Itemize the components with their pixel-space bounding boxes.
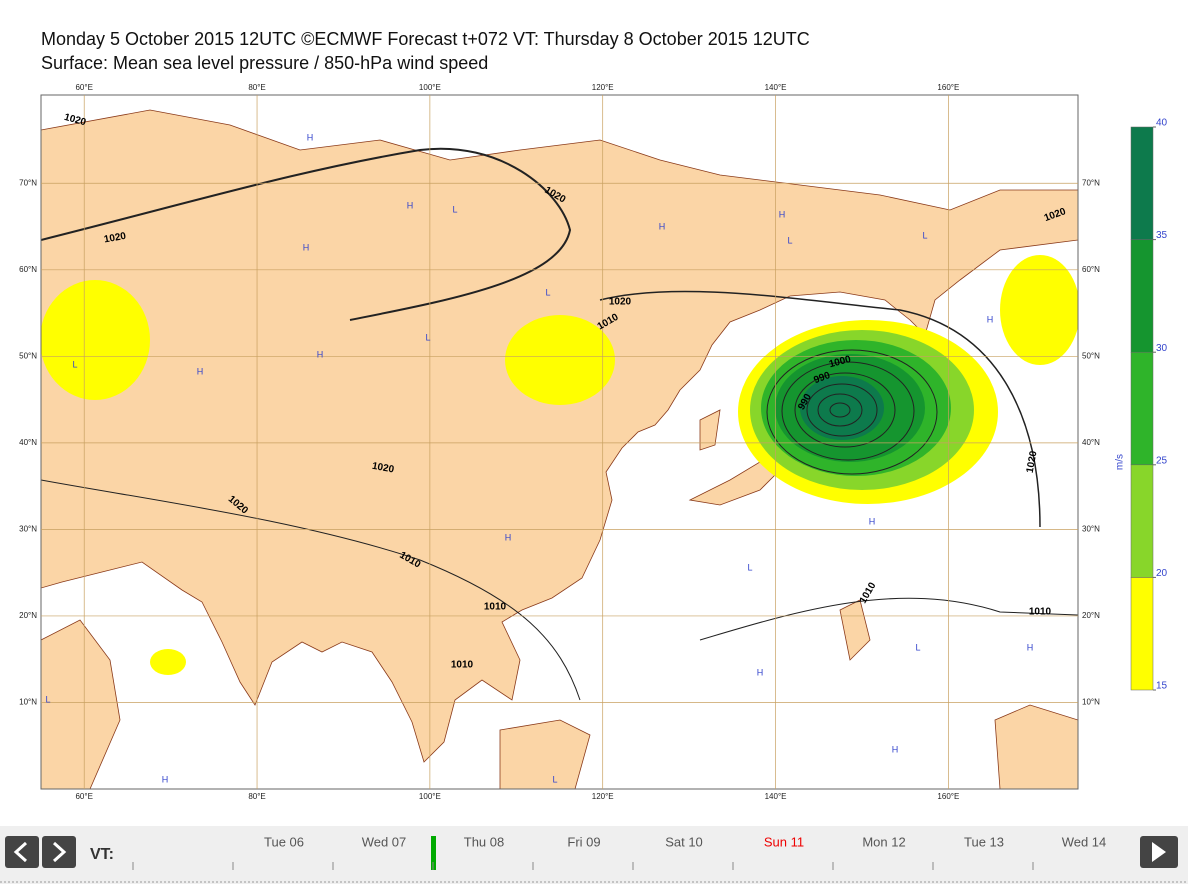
pressure-center: H (869, 516, 876, 526)
day-label[interactable]: Sun 11 (764, 834, 804, 849)
lat-label: 50°N (1082, 351, 1100, 360)
land (499, 719, 591, 789)
lat-label: 30°N (1082, 525, 1100, 534)
lat-label: 60°N (19, 265, 37, 274)
colorbar-band (1130, 239, 1154, 353)
map-area (41, 95, 1078, 789)
isobar-label: 1010 (451, 660, 474, 671)
isobar-label: 1010 (1029, 607, 1052, 618)
colorbar-label: 25 (1156, 455, 1168, 466)
lon-label: 120°E (592, 792, 614, 801)
pressure-center: H (1027, 642, 1034, 652)
land (699, 409, 721, 451)
lon-label: 60°E (75, 83, 92, 92)
pressure-center: H (162, 774, 169, 784)
pressure-center: H (407, 200, 414, 210)
lon-label: 100°E (419, 83, 441, 92)
lat-label: 20°N (1082, 611, 1100, 620)
pressure-center: H (197, 366, 204, 376)
lat-label: 40°N (1082, 438, 1100, 447)
lat-label: 10°N (1082, 698, 1100, 707)
colorbar-band (1130, 464, 1154, 578)
pressure-center: H (659, 221, 666, 231)
isobar-label: 1020 (371, 461, 395, 476)
pressure-center: L (425, 332, 430, 342)
play-button[interactable] (1140, 836, 1178, 868)
colorbar-label: 30 (1156, 343, 1168, 354)
lon-label: 140°E (765, 83, 787, 92)
lat-label: 50°N (19, 351, 37, 360)
pressure-center: H (892, 744, 899, 754)
colorbar-label: 40 (1156, 118, 1168, 129)
pressure-center: L (915, 642, 920, 652)
pressure-center: H (317, 349, 324, 359)
lon-label: 160°E (937, 792, 959, 801)
title: Monday 5 October 2015 12UTC ©ECMWF Forec… (41, 29, 810, 49)
lat-label: 70°N (19, 178, 37, 187)
timeline-label: VT: (90, 846, 114, 863)
land (41, 619, 121, 789)
prev-button[interactable] (5, 836, 39, 868)
colorbar-label: 15 (1156, 681, 1168, 692)
colorbar-band (1130, 577, 1154, 691)
pressure-center: H (505, 532, 512, 542)
wind-speed-shading (41, 255, 1078, 675)
pressure-center: H (303, 242, 310, 252)
lon-label: 100°E (419, 792, 441, 801)
day-label[interactable]: Thu 08 (464, 834, 504, 849)
lon-label: 80°E (248, 83, 265, 92)
pressure-center: L (545, 287, 550, 297)
lat-label: 20°N (19, 611, 37, 620)
pressure-center: L (72, 359, 77, 369)
selected-marker (431, 836, 436, 870)
day-label[interactable]: Sat 10 (665, 834, 703, 849)
day-label[interactable]: Wed 14 (1062, 834, 1107, 849)
day-label[interactable]: Tue 06 (264, 834, 304, 849)
day-label[interactable]: Wed 07 (362, 834, 407, 849)
lon-label: 160°E (937, 83, 959, 92)
day-label[interactable]: Fri 09 (567, 834, 600, 849)
lat-label: 30°N (19, 525, 37, 534)
isobars (41, 147, 1078, 701)
pressure-center: H (779, 209, 786, 219)
pressure-center: L (787, 235, 792, 245)
lat-label: 60°N (1082, 265, 1100, 274)
pressure-center: L (922, 230, 927, 240)
land (839, 599, 871, 661)
subtitle: Surface: Mean sea level pressure / 850-h… (41, 53, 488, 73)
land (41, 109, 1078, 763)
day-label[interactable]: Mon 12 (862, 834, 905, 849)
lon-label: 80°E (248, 792, 265, 801)
lat-label: 70°N (1082, 178, 1100, 187)
pressure-center: L (452, 204, 457, 214)
day-label[interactable]: Tue 13 (964, 834, 1004, 849)
colorbar-unit: m/s (1115, 454, 1126, 470)
pressure-center: L (747, 562, 752, 572)
lon-label: 140°E (765, 792, 787, 801)
pressure-center: H (987, 314, 994, 324)
pressure-center: L (552, 774, 557, 784)
land (994, 704, 1078, 789)
map-frame (40, 94, 1079, 790)
lat-label: 40°N (19, 438, 37, 447)
isobar-label: 1020 (1025, 450, 1040, 474)
lat-label: 10°N (19, 698, 37, 707)
isobar-label: 1020 (103, 231, 127, 246)
colorbar-label: 20 (1156, 568, 1168, 579)
lon-label: 120°E (592, 83, 614, 92)
isobar-label: 1010 (484, 602, 507, 613)
pressure-center: H (307, 132, 314, 142)
next-button[interactable] (42, 836, 76, 868)
isobar-label: 1020 (609, 297, 632, 308)
colorbar-band (1130, 126, 1154, 240)
timeline-bar (0, 826, 1188, 884)
colorbar-label: 35 (1156, 230, 1168, 241)
colorbar-band (1130, 351, 1154, 466)
lon-label: 60°E (75, 792, 92, 801)
pressure-center: H (757, 667, 764, 677)
pressure-center: L (45, 694, 50, 704)
